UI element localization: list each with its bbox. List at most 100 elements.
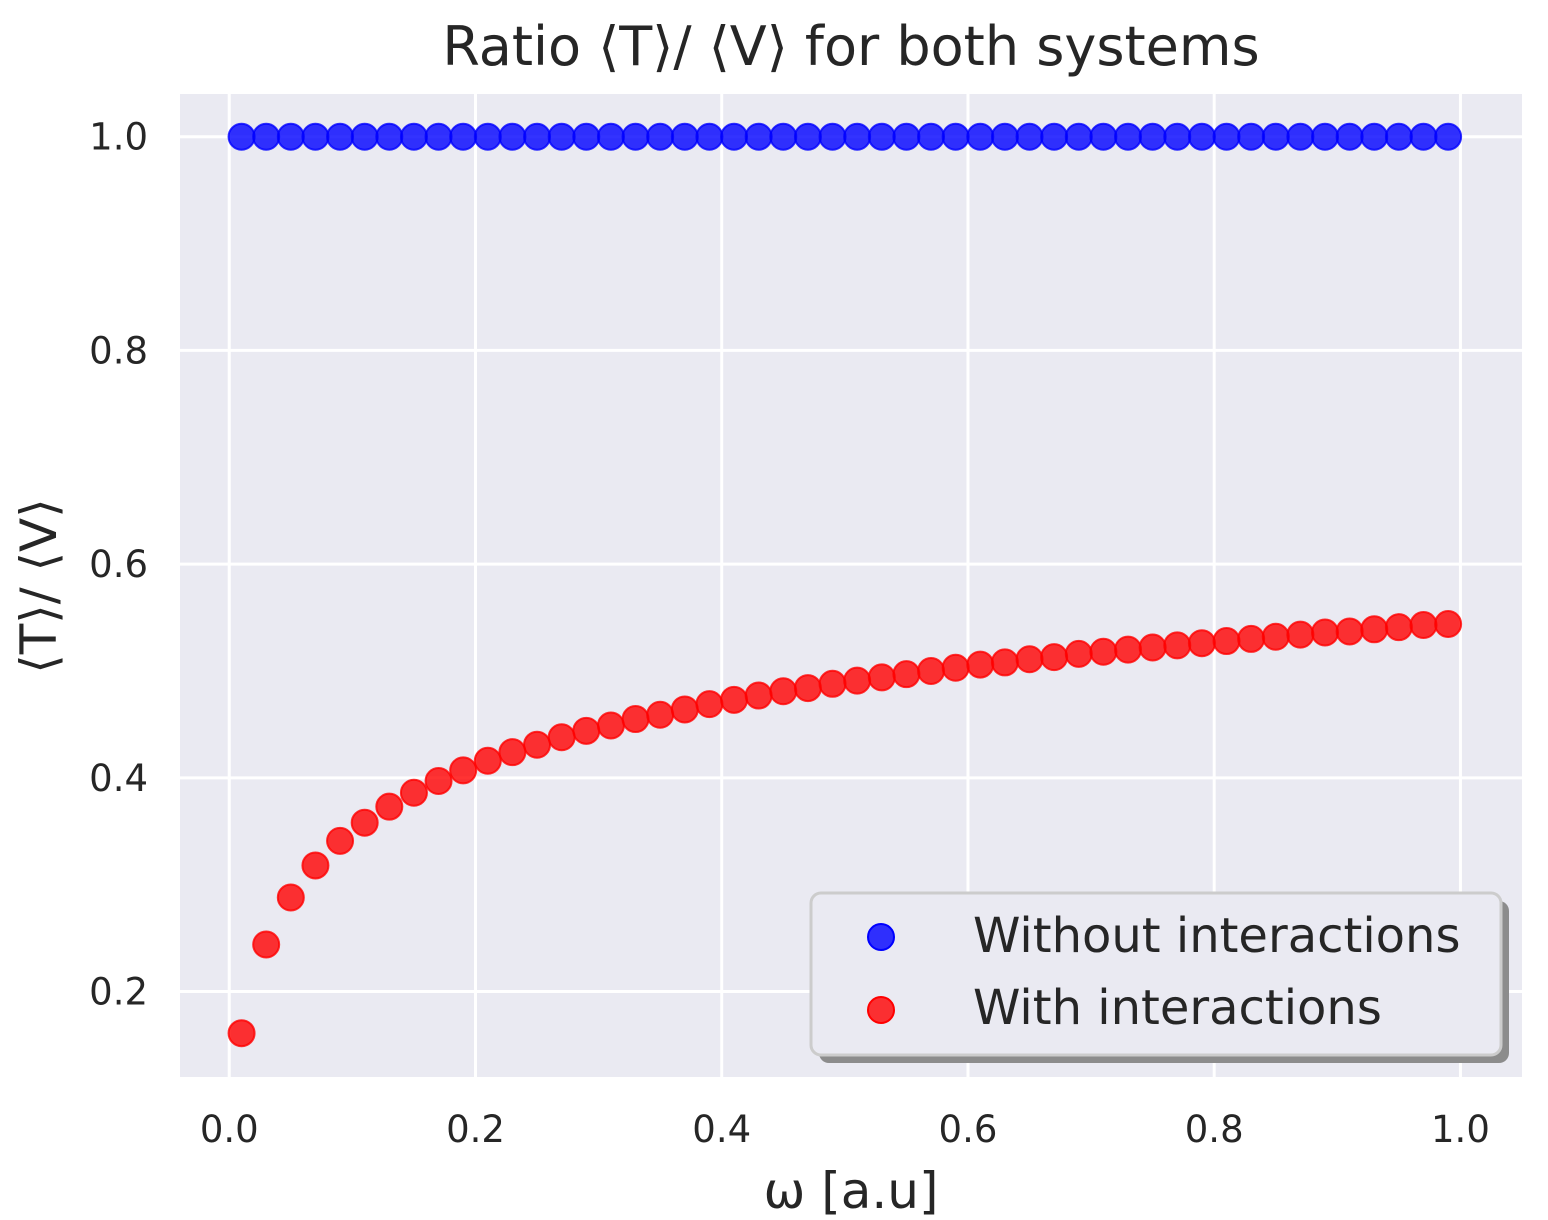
point-without-interactions [350, 122, 379, 151]
point-without-interactions [1089, 122, 1118, 151]
point-with-interactions [793, 674, 822, 703]
point-without-interactions [843, 122, 872, 151]
point-without-interactions [375, 122, 404, 151]
point-with-interactions [596, 711, 625, 740]
point-without-interactions [793, 122, 822, 151]
point-with-interactions [720, 685, 749, 714]
point-without-interactions [1064, 122, 1093, 151]
point-without-interactions [621, 122, 650, 151]
point-without-interactions [276, 122, 305, 151]
point-with-interactions [941, 653, 970, 682]
point-with-interactions [843, 666, 872, 695]
point-without-interactions [1384, 122, 1413, 151]
x-tick-label: 0.0 [200, 1108, 259, 1151]
data-points [227, 122, 1463, 1048]
point-with-interactions [990, 648, 1019, 677]
point-with-interactions [1114, 635, 1143, 664]
point-with-interactions [769, 677, 798, 706]
point-with-interactions [350, 808, 379, 837]
point-with-interactions [1015, 645, 1044, 674]
point-without-interactions [227, 122, 256, 151]
point-without-interactions [301, 122, 330, 151]
point-with-interactions [1360, 615, 1389, 644]
point-without-interactions [990, 122, 1019, 151]
point-with-interactions [276, 883, 305, 912]
point-with-interactions [523, 730, 552, 759]
point-with-interactions [646, 700, 675, 729]
point-without-interactions [1261, 122, 1290, 151]
point-without-interactions [1286, 122, 1315, 151]
legend-label-without-interactions: Without interactions [973, 908, 1460, 964]
chart-title: Ratio ⟨T⟩/ ⟨V⟩ for both systems [442, 15, 1259, 78]
legend: Without interactions With interactions [809, 891, 1509, 1063]
point-without-interactions [1015, 122, 1044, 151]
x-tick-label: 0.4 [692, 1108, 751, 1151]
point-without-interactions [596, 122, 625, 151]
point-with-interactions [695, 690, 724, 719]
point-without-interactions [1187, 122, 1216, 151]
point-without-interactions [252, 122, 281, 151]
point-without-interactions [695, 122, 724, 151]
x-tick-labels: 0.0 0.2 0.4 0.6 0.8 1.0 [200, 1108, 1490, 1151]
x-axis-label: ω [a.u] [764, 1162, 939, 1220]
point-without-interactions [1163, 122, 1192, 151]
point-with-interactions [252, 930, 281, 959]
legend-marker-without-interactions [867, 923, 895, 951]
point-without-interactions [547, 122, 576, 151]
point-with-interactions [449, 756, 478, 785]
point-with-interactions [1040, 643, 1069, 672]
point-without-interactions [523, 122, 552, 151]
point-with-interactions [547, 723, 576, 752]
point-with-interactions [473, 746, 502, 775]
legend-box [809, 891, 1503, 1057]
point-without-interactions [1409, 122, 1438, 151]
point-without-interactions [498, 122, 527, 151]
point-without-interactions [917, 122, 946, 151]
point-without-interactions [892, 122, 921, 151]
point-with-interactions [1335, 617, 1364, 646]
point-without-interactions [572, 122, 601, 151]
point-without-interactions [1138, 122, 1167, 151]
point-with-interactions [1212, 627, 1241, 656]
point-with-interactions [1138, 633, 1167, 662]
point-without-interactions [1212, 122, 1241, 151]
point-without-interactions [473, 122, 502, 151]
y-tick-label: 0.4 [89, 757, 148, 800]
point-without-interactions [326, 122, 355, 151]
point-without-interactions [1434, 122, 1463, 151]
y-tick-label: 1.0 [89, 116, 148, 159]
point-with-interactions [670, 695, 699, 724]
point-with-interactions [399, 778, 428, 807]
point-without-interactions [867, 122, 896, 151]
y-tick-labels: 0.2 0.4 0.6 0.8 1.0 [89, 116, 148, 1014]
x-tick-label: 0.6 [939, 1108, 998, 1151]
x-tick-label: 0.2 [446, 1108, 505, 1151]
point-without-interactions [966, 122, 995, 151]
x-tick-label: 1.0 [1431, 1108, 1490, 1151]
point-with-interactions [1261, 622, 1290, 651]
point-without-interactions [670, 122, 699, 151]
point-without-interactions [720, 122, 749, 151]
point-with-interactions [1064, 639, 1093, 668]
y-tick-label: 0.6 [89, 543, 148, 586]
point-with-interactions [966, 650, 995, 679]
point-without-interactions [1360, 122, 1389, 151]
point-with-interactions [326, 826, 355, 855]
point-with-interactions [1409, 611, 1438, 640]
point-without-interactions [399, 122, 428, 151]
x-tick-label: 0.8 [1185, 1108, 1244, 1151]
point-with-interactions [1237, 624, 1266, 653]
y-axis-label: ⟨T⟩/ ⟨V⟩ [10, 498, 68, 674]
point-without-interactions [818, 122, 847, 151]
point-without-interactions [1040, 122, 1069, 151]
point-without-interactions [646, 122, 675, 151]
point-with-interactions [917, 656, 946, 685]
point-with-interactions [744, 681, 773, 710]
point-with-interactions [867, 663, 896, 692]
point-with-interactions [1434, 609, 1463, 638]
point-with-interactions [1163, 631, 1192, 660]
point-with-interactions [424, 767, 453, 796]
point-without-interactions [941, 122, 970, 151]
point-without-interactions [449, 122, 478, 151]
